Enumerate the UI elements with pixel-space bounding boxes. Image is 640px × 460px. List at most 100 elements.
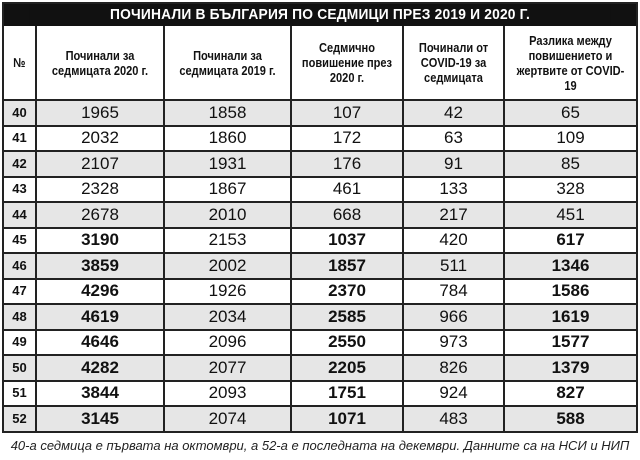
covid-deaths-cell: 511 (402, 252, 505, 280)
difference-cell: 1346 (503, 252, 636, 280)
difference-cell: 328 (503, 175, 636, 203)
week-cell: 46 (4, 252, 37, 280)
header-covid-deaths: Починали от COVID-19 за седмицата (402, 26, 505, 101)
deaths-2019-cell: 1867 (163, 175, 292, 203)
covid-deaths-cell: 973 (402, 328, 505, 356)
table-container: ПОЧИНАЛИ В БЪЛГАРИЯ ПО СЕДМИЦИ ПРЕЗ 2019… (2, 2, 638, 433)
increase-cell: 176 (290, 150, 404, 178)
covid-deaths-cell: 483 (402, 405, 505, 431)
difference-cell: 85 (503, 150, 636, 178)
deaths-2020-cell: 4296 (35, 277, 165, 305)
difference-cell: 617 (503, 226, 636, 254)
increase-cell: 1751 (290, 379, 404, 407)
difference-cell: 1586 (503, 277, 636, 305)
table-row: 42 2107 1931 176 91 85 (4, 150, 636, 178)
difference-cell: 827 (503, 379, 636, 407)
covid-deaths-cell: 63 (402, 124, 505, 152)
table-row: 52 3145 2074 1071 483 588 (4, 405, 636, 431)
deaths-2019-cell: 2153 (163, 226, 292, 254)
difference-cell: 451 (503, 201, 636, 229)
deaths-2020-cell: 3190 (35, 226, 165, 254)
week-cell: 50 (4, 354, 37, 382)
deaths-2020-cell: 2107 (35, 150, 165, 178)
header-week: № (4, 26, 37, 101)
increase-cell: 2550 (290, 328, 404, 356)
covid-deaths-cell: 133 (402, 175, 505, 203)
footnote: 40-а седмица е първата на октомври, а 52… (10, 438, 630, 453)
deaths-2020-cell: 2032 (35, 124, 165, 152)
header-weekly-increase: Седмично повишение през 2020 г. (290, 26, 404, 101)
table-row: 49 4646 2096 2550 973 1577 (4, 328, 636, 356)
table-row: 50 4282 2077 2205 826 1379 (4, 354, 636, 382)
covid-deaths-cell: 784 (402, 277, 505, 305)
increase-cell: 2370 (290, 277, 404, 305)
week-cell: 52 (4, 405, 37, 431)
table-row: 43 2328 1867 461 133 328 (4, 175, 636, 203)
table-row: 51 3844 2093 1751 924 827 (4, 379, 636, 407)
week-cell: 42 (4, 150, 37, 178)
table-title: ПОЧИНАЛИ В БЪЛГАРИЯ ПО СЕДМИЦИ ПРЕЗ 2019… (29, 4, 611, 26)
deaths-2019-cell: 2093 (163, 379, 292, 407)
deaths-2019-cell: 2002 (163, 252, 292, 280)
deaths-2019-cell: 2034 (163, 303, 292, 331)
deaths-2019-cell: 2074 (163, 405, 292, 431)
deaths-2019-cell: 1926 (163, 277, 292, 305)
deaths-2020-cell: 4646 (35, 328, 165, 356)
deaths-2020-cell: 1965 (35, 99, 165, 127)
covid-deaths-cell: 420 (402, 226, 505, 254)
week-cell: 48 (4, 303, 37, 331)
table-row: 40 1965 1858 107 42 65 (4, 99, 636, 127)
increase-cell: 2205 (290, 354, 404, 382)
deaths-2020-cell: 4282 (35, 354, 165, 382)
increase-cell: 1857 (290, 252, 404, 280)
table-body: 40 1965 1858 107 42 65 41 2032 1860 172 63 109 42 210… (4, 99, 636, 431)
deaths-2020-cell: 2328 (35, 175, 165, 203)
deaths-2019-cell: 1931 (163, 150, 292, 178)
table-row: 46 3859 2002 1857 511 1346 (4, 252, 636, 280)
header-deaths-2019: Починали за седмицата 2019 г. (163, 26, 292, 101)
increase-cell: 107 (290, 99, 404, 127)
difference-cell: 109 (503, 124, 636, 152)
deaths-2020-cell: 3844 (35, 379, 165, 407)
deaths-table: № Починали за седмицата 2020 г. Починали… (4, 26, 636, 431)
difference-cell: 1577 (503, 328, 636, 356)
week-cell: 51 (4, 379, 37, 407)
table-row: 47 4296 1926 2370 784 1586 (4, 277, 636, 305)
covid-deaths-cell: 826 (402, 354, 505, 382)
week-cell: 40 (4, 99, 37, 127)
table-row: 41 2032 1860 172 63 109 (4, 124, 636, 152)
difference-cell: 65 (503, 99, 636, 127)
table-row: 45 3190 2153 1037 420 617 (4, 226, 636, 254)
header-row: № Починали за седмицата 2020 г. Починали… (4, 26, 636, 101)
week-cell: 47 (4, 277, 37, 305)
difference-cell: 1619 (503, 303, 636, 331)
week-cell: 45 (4, 226, 37, 254)
table-row: 48 4619 2034 2585 966 1619 (4, 303, 636, 331)
increase-cell: 1071 (290, 405, 404, 431)
week-cell: 41 (4, 124, 37, 152)
difference-cell: 588 (503, 405, 636, 431)
deaths-2019-cell: 2077 (163, 354, 292, 382)
deaths-2019-cell: 1860 (163, 124, 292, 152)
header-deaths-2020: Починали за седмицата 2020 г. (35, 26, 165, 101)
increase-cell: 668 (290, 201, 404, 229)
title-bar: ПОЧИНАЛИ В БЪЛГАРИЯ ПО СЕДМИЦИ ПРЕЗ 2019… (4, 4, 636, 26)
increase-cell: 461 (290, 175, 404, 203)
covid-deaths-cell: 217 (402, 201, 505, 229)
difference-cell: 1379 (503, 354, 636, 382)
deaths-2019-cell: 2010 (163, 201, 292, 229)
week-cell: 49 (4, 328, 37, 356)
covid-deaths-cell: 966 (402, 303, 505, 331)
deaths-2019-cell: 1858 (163, 99, 292, 127)
covid-deaths-cell: 91 (402, 150, 505, 178)
increase-cell: 2585 (290, 303, 404, 331)
table-row: 44 2678 2010 668 217 451 (4, 201, 636, 229)
deaths-2020-cell: 2678 (35, 201, 165, 229)
deaths-2019-cell: 2096 (163, 328, 292, 356)
covid-deaths-cell: 924 (402, 379, 505, 407)
header-difference: Разлика между повишението и жертвите от … (503, 26, 636, 101)
deaths-2020-cell: 3859 (35, 252, 165, 280)
deaths-2020-cell: 4619 (35, 303, 165, 331)
increase-cell: 172 (290, 124, 404, 152)
week-cell: 43 (4, 175, 37, 203)
